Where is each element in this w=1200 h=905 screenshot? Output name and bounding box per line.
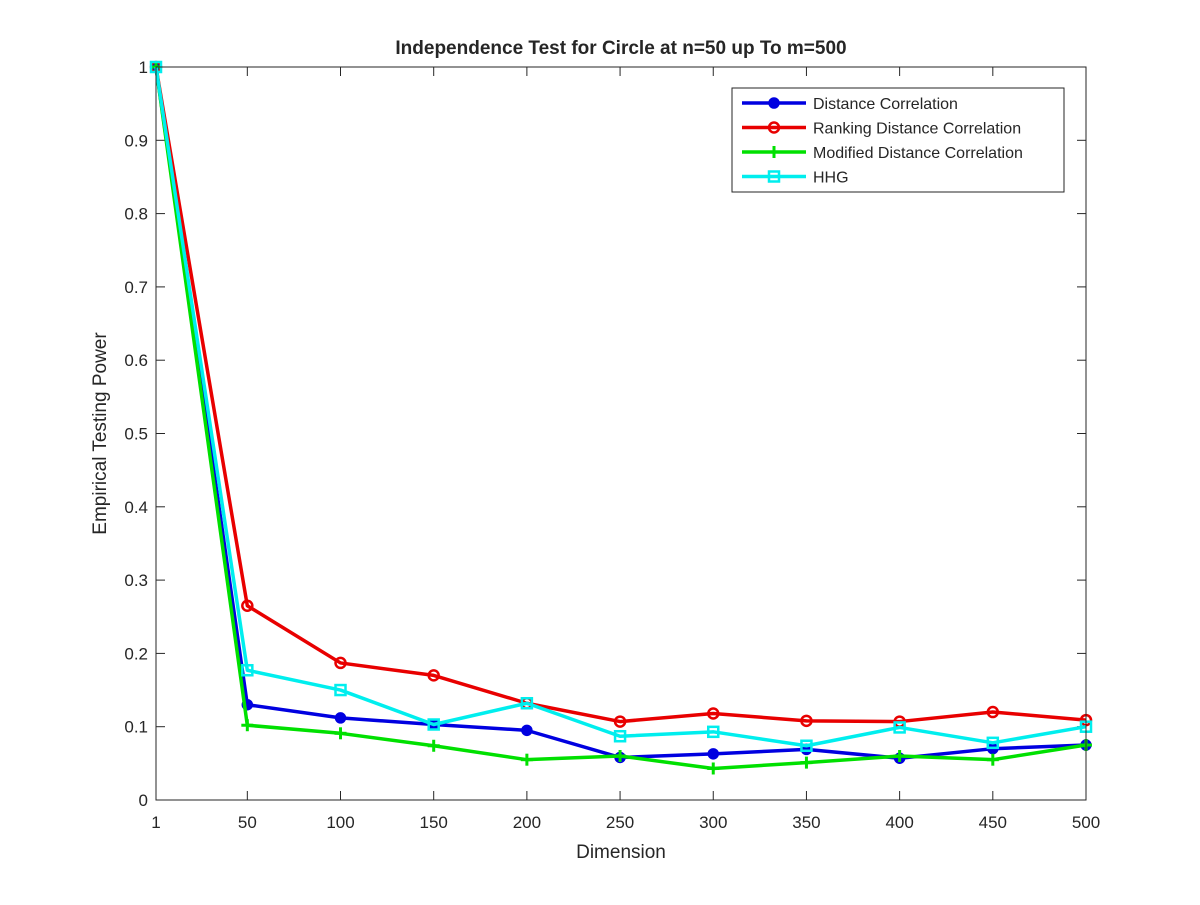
chart-title: Independence Test for Circle at n=50 up … (395, 38, 846, 59)
data-point-modified-distance-correlation (241, 719, 254, 732)
y-tick-label: 0.5 (124, 425, 148, 444)
data-point-ranking-distance-correlation (334, 656, 347, 670)
data-point-hhg (241, 664, 254, 677)
y-tick-label: 0.3 (124, 571, 148, 590)
x-tick-label: 500 (1072, 813, 1100, 832)
data-point-hhg (707, 725, 720, 739)
series-line-hhg (154, 66, 1087, 748)
x-tick-label: 250 (606, 813, 634, 832)
data-point-hhg (613, 729, 627, 743)
y-tick-label: 0.2 (124, 644, 148, 663)
data-point-modified-distance-correlation (334, 727, 347, 740)
legend-label-modified-distance-correlation: Modified Distance Correlation (813, 145, 1023, 162)
data-point-distance-correlation (334, 712, 347, 724)
legend-box (731, 87, 1065, 193)
y-tick-label: 0.1 (124, 718, 148, 737)
x-tick-label: 400 (885, 813, 913, 832)
x-axis-label: Dimension (576, 842, 666, 863)
legend-label-ranking-distance-correlation: Ranking Distance Correlation (813, 121, 1021, 138)
data-point-modified-distance-correlation (520, 753, 533, 766)
x-tick-label: 1 (151, 813, 160, 832)
x-tick-label: 300 (699, 813, 727, 832)
y-tick-label: 0.9 (124, 131, 148, 150)
data-point-modified-distance-correlation (893, 750, 906, 763)
y-tick-label: 0 (139, 791, 148, 810)
x-tick-label: 150 (420, 813, 448, 832)
data-point-distance-correlation (521, 724, 533, 737)
y-tick-label: 0.6 (124, 351, 148, 370)
x-tick-label: 450 (979, 813, 1007, 832)
data-point-hhg (986, 736, 1000, 750)
y-tick-label: 1 (139, 58, 148, 77)
data-point-hhg (334, 683, 347, 697)
data-point-ranking-distance-correlation (613, 715, 627, 728)
data-point-hhg (800, 739, 813, 753)
y-tick-label: 0.7 (124, 278, 148, 297)
data-point-ranking-distance-correlation (800, 714, 813, 728)
legend: Distance Correlation Ranking Distance Cor… (731, 87, 1065, 193)
legend-marker-ranking-distance-correlation (767, 121, 781, 134)
legend-marker-distance-correlation (768, 97, 780, 109)
data-point-modified-distance-correlation (427, 739, 440, 752)
data-point-distance-correlation (707, 748, 720, 760)
axis-ticks: 1 50 100 150 200 250 300 350 400 450 50000.10.20.3… (124, 58, 1100, 832)
data-point-ranking-distance-correlation (427, 669, 440, 682)
data-point-hhg (520, 696, 534, 710)
data-point-hhg (893, 721, 906, 734)
x-tick-label: 50 (238, 813, 257, 832)
x-tick-label: 100 (326, 813, 354, 832)
data-point-hhg (427, 718, 440, 731)
data-point-ranking-distance-correlation (241, 599, 254, 613)
series-line-ranking-distance-correlation (154, 66, 1087, 724)
data-point-modified-distance-correlation (986, 753, 999, 766)
legend-marker-hhg (767, 170, 781, 183)
legend-label-distance-correlation: Distance Correlation (813, 96, 958, 113)
axes-box (155, 66, 1087, 801)
data-point-ranking-distance-correlation (707, 707, 720, 720)
data-point-modified-distance-correlation (800, 756, 813, 769)
x-tick-label: 200 (513, 813, 541, 832)
data-point-modified-distance-correlation (614, 750, 627, 763)
data-point-modified-distance-correlation (707, 762, 720, 775)
x-tick-label: 350 (792, 813, 820, 832)
y-axis-label: Empirical Testing Power (90, 332, 111, 535)
data-series (149, 60, 1093, 775)
legend-marker-modified-distance-correlation (768, 146, 780, 158)
legend-label-hhg: HHG (813, 170, 849, 187)
data-point-ranking-distance-correlation (986, 705, 1000, 719)
series-modified-distance-correlation (150, 61, 1092, 775)
y-tick-label: 0.8 (124, 205, 148, 224)
y-tick-label: 0.4 (124, 498, 148, 517)
